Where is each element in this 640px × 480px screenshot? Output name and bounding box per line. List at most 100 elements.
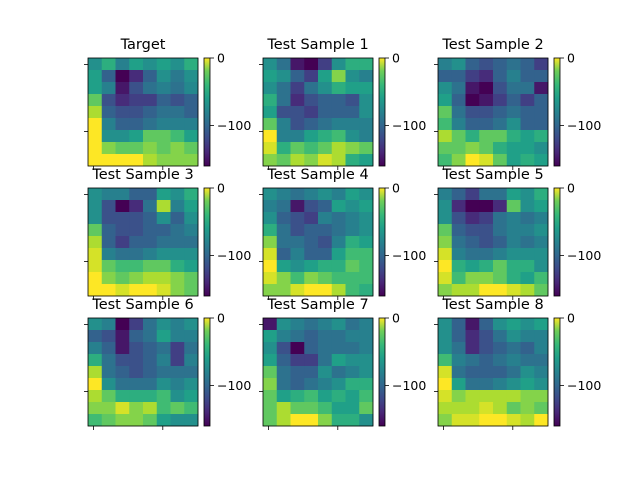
heatmap-cell — [359, 318, 374, 331]
heatmap-cell — [465, 390, 480, 403]
heatmap-cell — [331, 390, 346, 403]
heatmap-cell — [438, 236, 453, 249]
heatmap-cell — [88, 414, 103, 427]
heatmap-cell — [359, 224, 374, 237]
heatmap-cell — [465, 154, 480, 167]
panel-title: Test Sample 1 — [266, 37, 368, 53]
heatmap-cell — [506, 342, 521, 355]
heatmap-cell — [304, 212, 319, 225]
heatmap-cell — [318, 342, 333, 355]
heatmap-cell — [493, 354, 508, 367]
heatmap-cell — [506, 212, 521, 225]
heatmap-cell — [304, 342, 319, 355]
heatmap-cell — [115, 378, 130, 391]
heatmap-cell — [304, 130, 319, 143]
heatmap-cell — [290, 414, 305, 427]
heatmap-cell — [101, 318, 116, 331]
heatmap-cell — [345, 70, 360, 83]
heatmap-cell — [479, 212, 494, 225]
heatmap-cell — [304, 414, 319, 427]
heatmap-cell — [331, 94, 346, 107]
heatmap-cell — [170, 118, 185, 131]
heatmap-cell — [101, 342, 116, 355]
heatmap-cell — [534, 366, 549, 379]
heatmap-cell — [534, 414, 549, 427]
heatmap-cell — [263, 260, 278, 273]
heatmap-cell — [359, 236, 374, 249]
heatmap-cell — [156, 224, 171, 237]
heatmap-cell — [451, 414, 466, 427]
heatmap-panel: Test Sample 2 0 −100 — [434, 37, 601, 170]
heatmap-cell — [318, 330, 333, 343]
heatmap-cell — [143, 106, 158, 119]
heatmap-cell — [479, 200, 494, 213]
colorbar-tick-label: 0 — [567, 51, 575, 66]
heatmap-panel: Test Sample 7 0 −100 — [259, 297, 426, 430]
heatmap-cell — [156, 212, 171, 225]
heatmap-cell — [156, 58, 171, 71]
heatmap-cell — [438, 402, 453, 415]
heatmap-cell — [479, 142, 494, 155]
heatmap-cell — [465, 82, 480, 95]
heatmap-cell — [170, 378, 185, 391]
heatmap-cell — [170, 224, 185, 237]
heatmap-cell — [143, 142, 158, 155]
heatmap-cell — [465, 58, 480, 71]
heatmap-cell — [304, 200, 319, 213]
heatmap-cell — [143, 58, 158, 71]
heatmap-cell — [184, 130, 199, 143]
heatmap-cell — [318, 200, 333, 213]
heatmap-panel: Test Sample 8 0 −100 — [434, 297, 601, 430]
heatmap-cell — [170, 82, 185, 95]
heatmap-cell — [129, 330, 144, 343]
heatmap-cell — [520, 330, 535, 343]
heatmap-cell — [318, 236, 333, 249]
heatmap-cell — [129, 200, 144, 213]
heatmap-cell — [506, 402, 521, 415]
heatmap-cell — [493, 402, 508, 415]
heatmap-cell — [156, 378, 171, 391]
heatmap-cell — [101, 82, 116, 95]
heatmap-cell — [451, 118, 466, 131]
heatmap-cell — [290, 118, 305, 131]
heatmap-cell — [479, 318, 494, 331]
heatmap-cell — [534, 272, 549, 285]
heatmap-cell — [479, 94, 494, 107]
heatmap-cell — [184, 154, 199, 167]
heatmap-cell — [520, 414, 535, 427]
heatmap-cell — [156, 390, 171, 403]
heatmap-cell — [88, 188, 103, 201]
heatmap-cell — [276, 154, 291, 167]
heatmap-cell — [101, 94, 116, 107]
heatmap-panel: Target 0 −100 — [84, 37, 251, 170]
heatmap-cell — [345, 260, 360, 273]
heatmap-cell — [263, 318, 278, 331]
heatmap-cell — [115, 354, 130, 367]
heatmap-cell — [318, 224, 333, 237]
heatmap-cell — [438, 272, 453, 285]
heatmap-cell — [318, 284, 333, 297]
axes-frame — [437, 187, 549, 297]
heatmap-cell — [263, 330, 278, 343]
heatmap-cell — [493, 200, 508, 213]
heatmap-cell — [451, 142, 466, 155]
heatmap-cell — [170, 402, 185, 415]
axes-frame — [87, 317, 199, 427]
heatmap-cell — [359, 70, 374, 83]
heatmap-cell — [304, 248, 319, 261]
heatmap-cell — [156, 330, 171, 343]
heatmap-cell — [276, 330, 291, 343]
heatmap-cell — [451, 260, 466, 273]
heatmap-cell — [318, 94, 333, 107]
heatmap-cell — [345, 200, 360, 213]
heatmap-cell — [479, 70, 494, 83]
heatmap-cell — [438, 342, 453, 355]
heatmap-cell — [493, 94, 508, 107]
heatmap-cell — [290, 378, 305, 391]
heatmap-cell — [101, 402, 116, 415]
heatmap-cell — [263, 94, 278, 107]
heatmap-cell — [451, 318, 466, 331]
heatmap-cell — [276, 354, 291, 367]
heatmap-cell — [304, 58, 319, 71]
heatmap-cell — [115, 342, 130, 355]
